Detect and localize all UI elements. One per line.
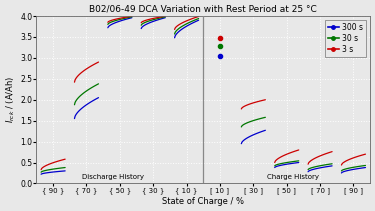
- Legend: 300 s, 30 s, 3 s: 300 s, 30 s, 3 s: [325, 20, 366, 57]
- Y-axis label: $I_{rck}$ / (A/Ah): $I_{rck}$ / (A/Ah): [5, 76, 17, 123]
- Text: Charge History: Charge History: [267, 174, 320, 180]
- X-axis label: State of Charge / %: State of Charge / %: [162, 197, 244, 206]
- Text: Discharge History: Discharge History: [82, 174, 144, 180]
- Title: B02/06-49 DCA Variation with Rest Period at 25 °C: B02/06-49 DCA Variation with Rest Period…: [89, 5, 317, 14]
